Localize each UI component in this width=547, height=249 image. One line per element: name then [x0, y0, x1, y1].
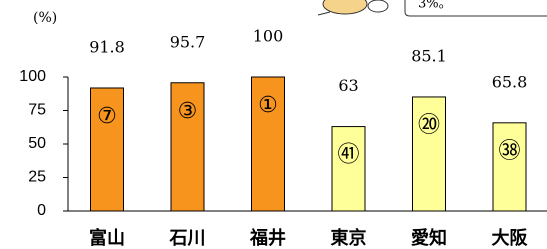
- annotation: 3%。: [418, 0, 452, 12]
- y-tick-label: 75: [28, 102, 46, 119]
- rank-label: ⑳: [418, 113, 440, 138]
- y-tick-label: 0: [37, 202, 46, 219]
- x-tick-label: 東京: [331, 227, 367, 249]
- x-tick-label: 大阪: [492, 227, 529, 249]
- value-label: 65.8: [492, 72, 528, 91]
- x-tick-label: 愛知: [411, 227, 447, 249]
- y-tick-label: 50: [28, 135, 46, 152]
- y-tick-label: 25: [28, 169, 46, 186]
- bar: [332, 127, 365, 211]
- value-label: 95.7: [170, 32, 206, 51]
- rank-label: ③: [178, 99, 198, 124]
- value-label: 85.1: [411, 46, 447, 65]
- bar: [493, 123, 526, 211]
- rank-label: ⑦: [97, 104, 117, 129]
- x-tick-label: 石川: [169, 228, 206, 249]
- value-label: 63: [338, 76, 358, 95]
- y-tick-label: 100: [19, 68, 46, 85]
- value-label: 100: [253, 27, 284, 46]
- x-tick-label: 福井: [249, 227, 286, 249]
- x-tick-label: 富山: [89, 227, 125, 249]
- rank-label: ①: [258, 93, 278, 118]
- rank-label: ㊳: [498, 139, 520, 164]
- rank-label: ㊶: [337, 143, 359, 168]
- unit-label: (%): [33, 10, 57, 26]
- chart: 3%。 (%) 0 25 50 75 100 富山 91.8 ⑦ 石川 95.7 ③ 福井 100 ① 東京…: [0, 0, 547, 249]
- value-label: 91.8: [89, 37, 125, 56]
